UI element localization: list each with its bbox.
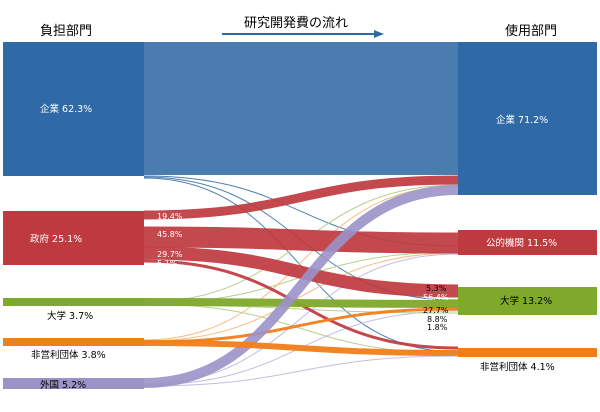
flow-foreign-nonprofit	[143, 355, 459, 387]
flow-nonprofit-nonprofit	[143, 340, 459, 356]
source-label-government: 政府 25.1%	[30, 233, 82, 245]
source-label-nonprofit: 非営利団体 3.8%	[31, 349, 106, 361]
target-column-title: 使用部門	[505, 24, 558, 39]
flow-label-univ-1: 27.7%	[423, 306, 449, 315]
flow-label-univ-gov: 56.4%	[423, 293, 449, 302]
flow-nonprofit-university	[143, 307, 459, 344]
target-label-company: 企業 71.2%	[496, 114, 548, 126]
target-label-university: 大学 13.2%	[500, 295, 552, 307]
flow-foreign-company	[143, 185, 459, 388]
source-label-company: 企業 62.3%	[40, 103, 92, 115]
source-node-university	[3, 298, 144, 306]
flow-direction-arrow	[222, 30, 384, 38]
flow-university-university	[143, 298, 459, 308]
flow-government-public	[143, 226, 459, 254]
source-nodes	[3, 42, 144, 389]
source-node-foreign	[3, 378, 144, 389]
flow-label-gov-nonprofit: 5.1%	[157, 259, 178, 268]
target-node-nonprofit	[458, 348, 597, 357]
source-node-government	[3, 211, 144, 265]
target-node-public	[458, 230, 597, 255]
flow-nonprofit-company	[143, 185, 459, 341]
flow-government-university	[143, 246, 459, 298]
source-column-title: 負担部門	[40, 24, 93, 39]
target-label-nonprofit: 非営利団体 4.1%	[480, 361, 555, 373]
flow-label-gov-company: 19.4%	[157, 212, 183, 221]
flow-label-univ-3: 1.8%	[427, 323, 448, 332]
target-node-company	[458, 42, 597, 195]
source-label-foreign: 外国 5.2%	[40, 379, 86, 391]
flow-label-gov-public: 45.8%	[157, 230, 183, 239]
target-label-public: 公的機関 11.5%	[486, 237, 557, 249]
flow-label-univ-top: 5.3%	[426, 284, 447, 293]
flow-nonprofit-public	[143, 252, 459, 342]
flow-label-gov-university: 29.7%	[157, 250, 183, 259]
flow-label-univ-2: 8.8%	[427, 315, 448, 324]
target-node-university	[458, 287, 597, 315]
flow-title: 研究開発費の流れ	[244, 16, 349, 31]
target-nodes	[458, 42, 597, 357]
flow-company-company	[144, 42, 458, 175]
flow-government-company	[143, 175, 459, 220]
thick-flows	[143, 175, 459, 388]
source-node-nonprofit	[3, 338, 144, 346]
source-label-university: 大学 3.7%	[47, 310, 93, 322]
source-node-company	[3, 42, 144, 176]
